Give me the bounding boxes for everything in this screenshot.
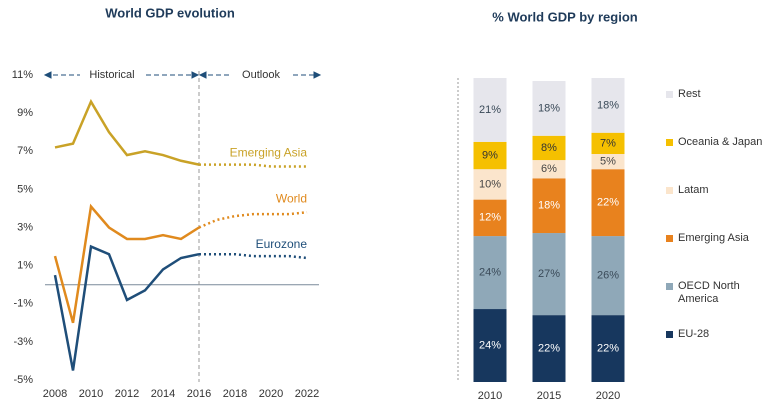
- bar-segment: [532, 81, 566, 136]
- bar-segment: [473, 78, 507, 142]
- bar-segment: [473, 169, 507, 200]
- y-tick-label: 9%: [17, 107, 33, 119]
- legend-swatch: [666, 331, 673, 338]
- value-label: 18%: [538, 200, 560, 212]
- line-solid: [54, 98, 200, 166]
- series-label: Eurozone: [256, 237, 308, 251]
- bar-segment: [532, 160, 566, 179]
- value-label: 22%: [538, 342, 560, 354]
- value-label: 9%: [482, 149, 498, 161]
- legend-label: Oceania & Japan: [678, 136, 763, 148]
- bar-segment: [591, 132, 625, 154]
- bar-segment: [532, 315, 566, 382]
- value-label: 27%: [538, 268, 560, 280]
- legend-swatch: [666, 235, 673, 242]
- value-label: 8%: [541, 142, 557, 154]
- line-solid: [53, 203, 200, 324]
- x-tick-label: 2022: [295, 388, 319, 400]
- bar-segment: [532, 135, 566, 161]
- chart-title: % World GDP by region: [492, 9, 637, 24]
- value-label: 22%: [597, 342, 619, 354]
- legend-swatch: [666, 283, 673, 290]
- bar-segment: [591, 315, 625, 382]
- value-label: 24%: [479, 339, 501, 351]
- bar-segment: [591, 78, 625, 133]
- y-tick-label: 1%: [17, 260, 33, 272]
- legend-swatch: [666, 139, 673, 146]
- x-tick-label: 2015: [537, 390, 561, 402]
- legend-swatch: [666, 187, 673, 194]
- value-label: 5%: [600, 156, 616, 168]
- line-dotted: [198, 211, 308, 229]
- value-label: 6%: [541, 163, 557, 175]
- value-label: 22%: [597, 197, 619, 209]
- series-label: Emerging Asia: [230, 146, 308, 160]
- x-tick-label: 2010: [79, 388, 103, 400]
- line-dotted: [199, 163, 307, 168]
- annotation: Outlook: [242, 69, 280, 81]
- value-label: 24%: [479, 266, 501, 278]
- legend-label: EU-28: [678, 328, 710, 340]
- y-tick-label: 11%: [12, 69, 33, 81]
- bar-segment: [591, 236, 625, 316]
- bar-segment: [473, 309, 507, 382]
- y-tick-label: 7%: [17, 145, 33, 157]
- legend-label: Emerging Asia: [678, 232, 749, 244]
- x-tick-label: 2012: [115, 388, 139, 400]
- y-tick-label: 5%: [17, 183, 33, 195]
- annotation-arrows: [43, 71, 322, 79]
- line-dotted: [199, 252, 308, 260]
- annotation: Historical: [89, 69, 134, 81]
- value-label: 7%: [600, 137, 616, 149]
- x-tick-label: 2020: [596, 390, 620, 402]
- line-solid: [53, 244, 200, 371]
- value-label: 21%: [479, 104, 501, 116]
- y-tick-label: 3%: [17, 221, 33, 233]
- x-tick-label: 2018: [223, 388, 247, 400]
- value-label: 18%: [597, 99, 619, 111]
- y-tick-label: -5%: [13, 374, 33, 386]
- x-tick-label: 2008: [43, 388, 67, 400]
- legend-label: OECD North America: [678, 280, 740, 305]
- x-tick-label: 2010: [478, 390, 502, 402]
- value-label: 18%: [538, 102, 560, 114]
- x-tick-label: 2020: [259, 388, 283, 400]
- bar-segment: [591, 154, 625, 170]
- value-label: 12%: [479, 212, 501, 224]
- bar-segment: [473, 236, 507, 310]
- x-tick-label: 2014: [151, 388, 175, 400]
- value-label: 10%: [479, 178, 501, 190]
- series-label: World: [276, 191, 307, 205]
- chart-title: World GDP evolution: [105, 5, 235, 20]
- legend-swatch: [666, 91, 673, 98]
- legend-label: Latam: [678, 184, 709, 196]
- y-tick-label: -3%: [13, 336, 33, 348]
- y-tick-label: -1%: [13, 298, 33, 310]
- value-label: 26%: [597, 270, 619, 282]
- legend-label: Rest: [678, 88, 701, 100]
- bar-segment: [532, 233, 566, 316]
- x-tick-label: 2016: [187, 388, 211, 400]
- bar-segment: [473, 141, 507, 170]
- bar-segment: [591, 169, 625, 237]
- bar-segment: [532, 178, 566, 234]
- bar-segment: [473, 199, 507, 237]
